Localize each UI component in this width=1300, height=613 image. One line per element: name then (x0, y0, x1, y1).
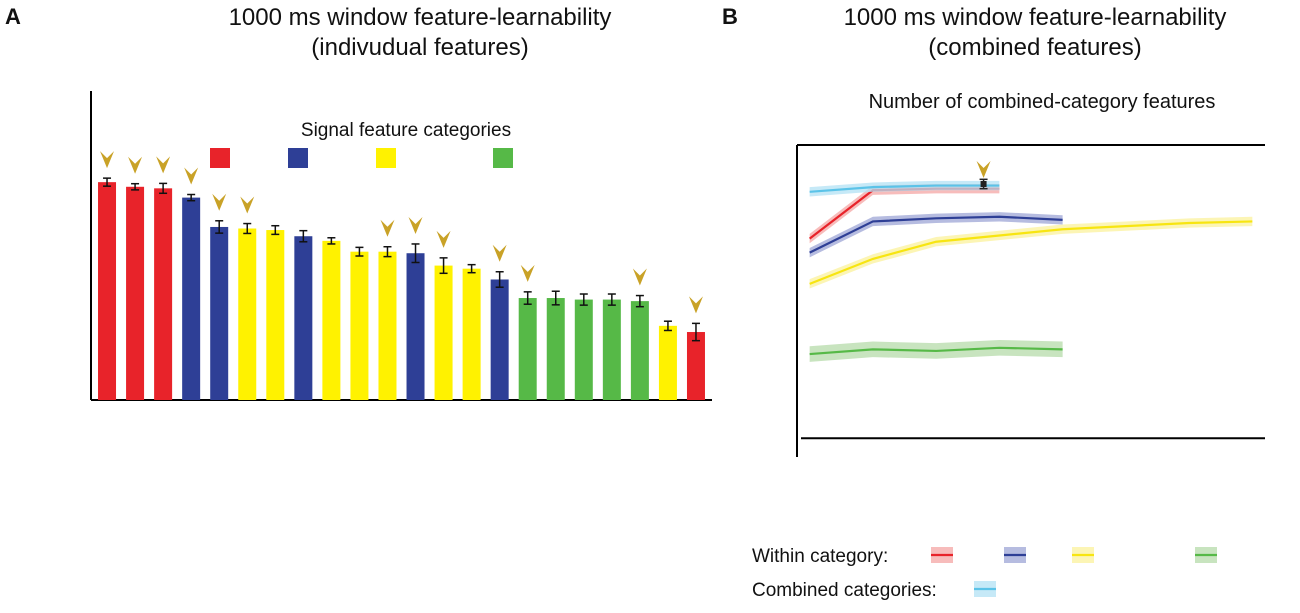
panel-a-title-line2: (indivudual features) (311, 34, 528, 61)
benchmark-marker-icon (976, 161, 991, 178)
panel-a-legend-title: Signal feature categories (301, 120, 511, 141)
series-line (809, 220, 1253, 285)
series-error-band (809, 184, 1000, 244)
bar (378, 251, 397, 400)
panel-a-title-line1: 1000 ms window feature-learnability (229, 4, 612, 31)
bar (630, 301, 649, 400)
bar (182, 197, 201, 400)
panel-b-top-axis-label: Number of combined-category features (869, 91, 1216, 113)
bar (434, 265, 453, 400)
panel-a-letter: A (5, 4, 21, 29)
significance-marker-icon (380, 219, 395, 237)
panel-b-letter: B (722, 4, 738, 29)
panel-a-chart (90, 91, 712, 401)
bar (266, 230, 285, 400)
legend-swatch (493, 148, 513, 168)
significance-marker-icon (632, 268, 647, 286)
bar (210, 226, 229, 400)
significance-marker-icon (492, 244, 507, 262)
panel-b-chart (796, 144, 1265, 597)
bar (154, 188, 173, 400)
significance-marker-icon (240, 196, 255, 214)
bar (238, 228, 257, 400)
bar (686, 332, 705, 400)
legend-swatch (376, 148, 396, 168)
bar (518, 298, 537, 400)
legend-swatch (288, 148, 308, 168)
series-line (809, 184, 1000, 193)
bar (406, 253, 425, 400)
bar (462, 268, 481, 400)
significance-marker-icon (128, 156, 143, 174)
panel-b-title-line1: 1000 ms window feature-learnability (844, 4, 1227, 31)
series-line (809, 346, 1063, 356)
significance-marker-icon (184, 167, 199, 185)
bar (490, 279, 509, 400)
significance-marker-icon (156, 156, 171, 174)
significance-marker-icon (688, 296, 703, 314)
panel-b-title-line2: (combined features) (928, 34, 1141, 61)
bar (350, 251, 369, 400)
bar (574, 299, 593, 400)
legend-combined-label: Combined categories: (752, 580, 937, 601)
significance-marker-icon (212, 193, 227, 211)
bar (126, 186, 145, 400)
series-line (809, 215, 1063, 254)
bar (294, 236, 313, 400)
significance-marker-icon (100, 151, 115, 169)
bar (546, 298, 565, 400)
bar (602, 299, 621, 400)
series-error-band (809, 212, 1063, 258)
bar (98, 182, 117, 400)
legend-within-label: Within category: (752, 546, 888, 567)
significance-marker-icon (520, 264, 535, 282)
series-error-band (809, 216, 1253, 289)
bar (658, 325, 677, 400)
significance-marker-icon (408, 216, 423, 234)
significance-marker-icon (436, 230, 451, 248)
legend-swatch (210, 148, 230, 168)
bar (322, 240, 341, 400)
